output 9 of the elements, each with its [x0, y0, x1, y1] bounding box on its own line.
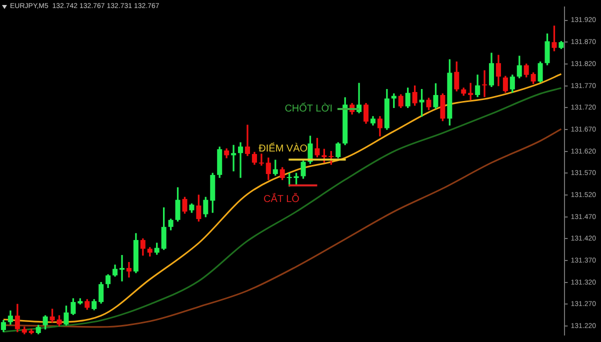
- ref-line-label: CẮT LỖ: [264, 193, 300, 206]
- candlestick: [482, 70, 488, 98]
- candlestick: [238, 142, 244, 178]
- candlestick: [126, 262, 132, 278]
- candlestick: [258, 154, 264, 166]
- ref-line-label: ĐIỂM VÀO: [258, 142, 308, 154]
- ref-line-label: CHỐT LỜI: [284, 102, 333, 115]
- candlestick: [244, 124, 250, 156]
- candlestick: [231, 144, 236, 172]
